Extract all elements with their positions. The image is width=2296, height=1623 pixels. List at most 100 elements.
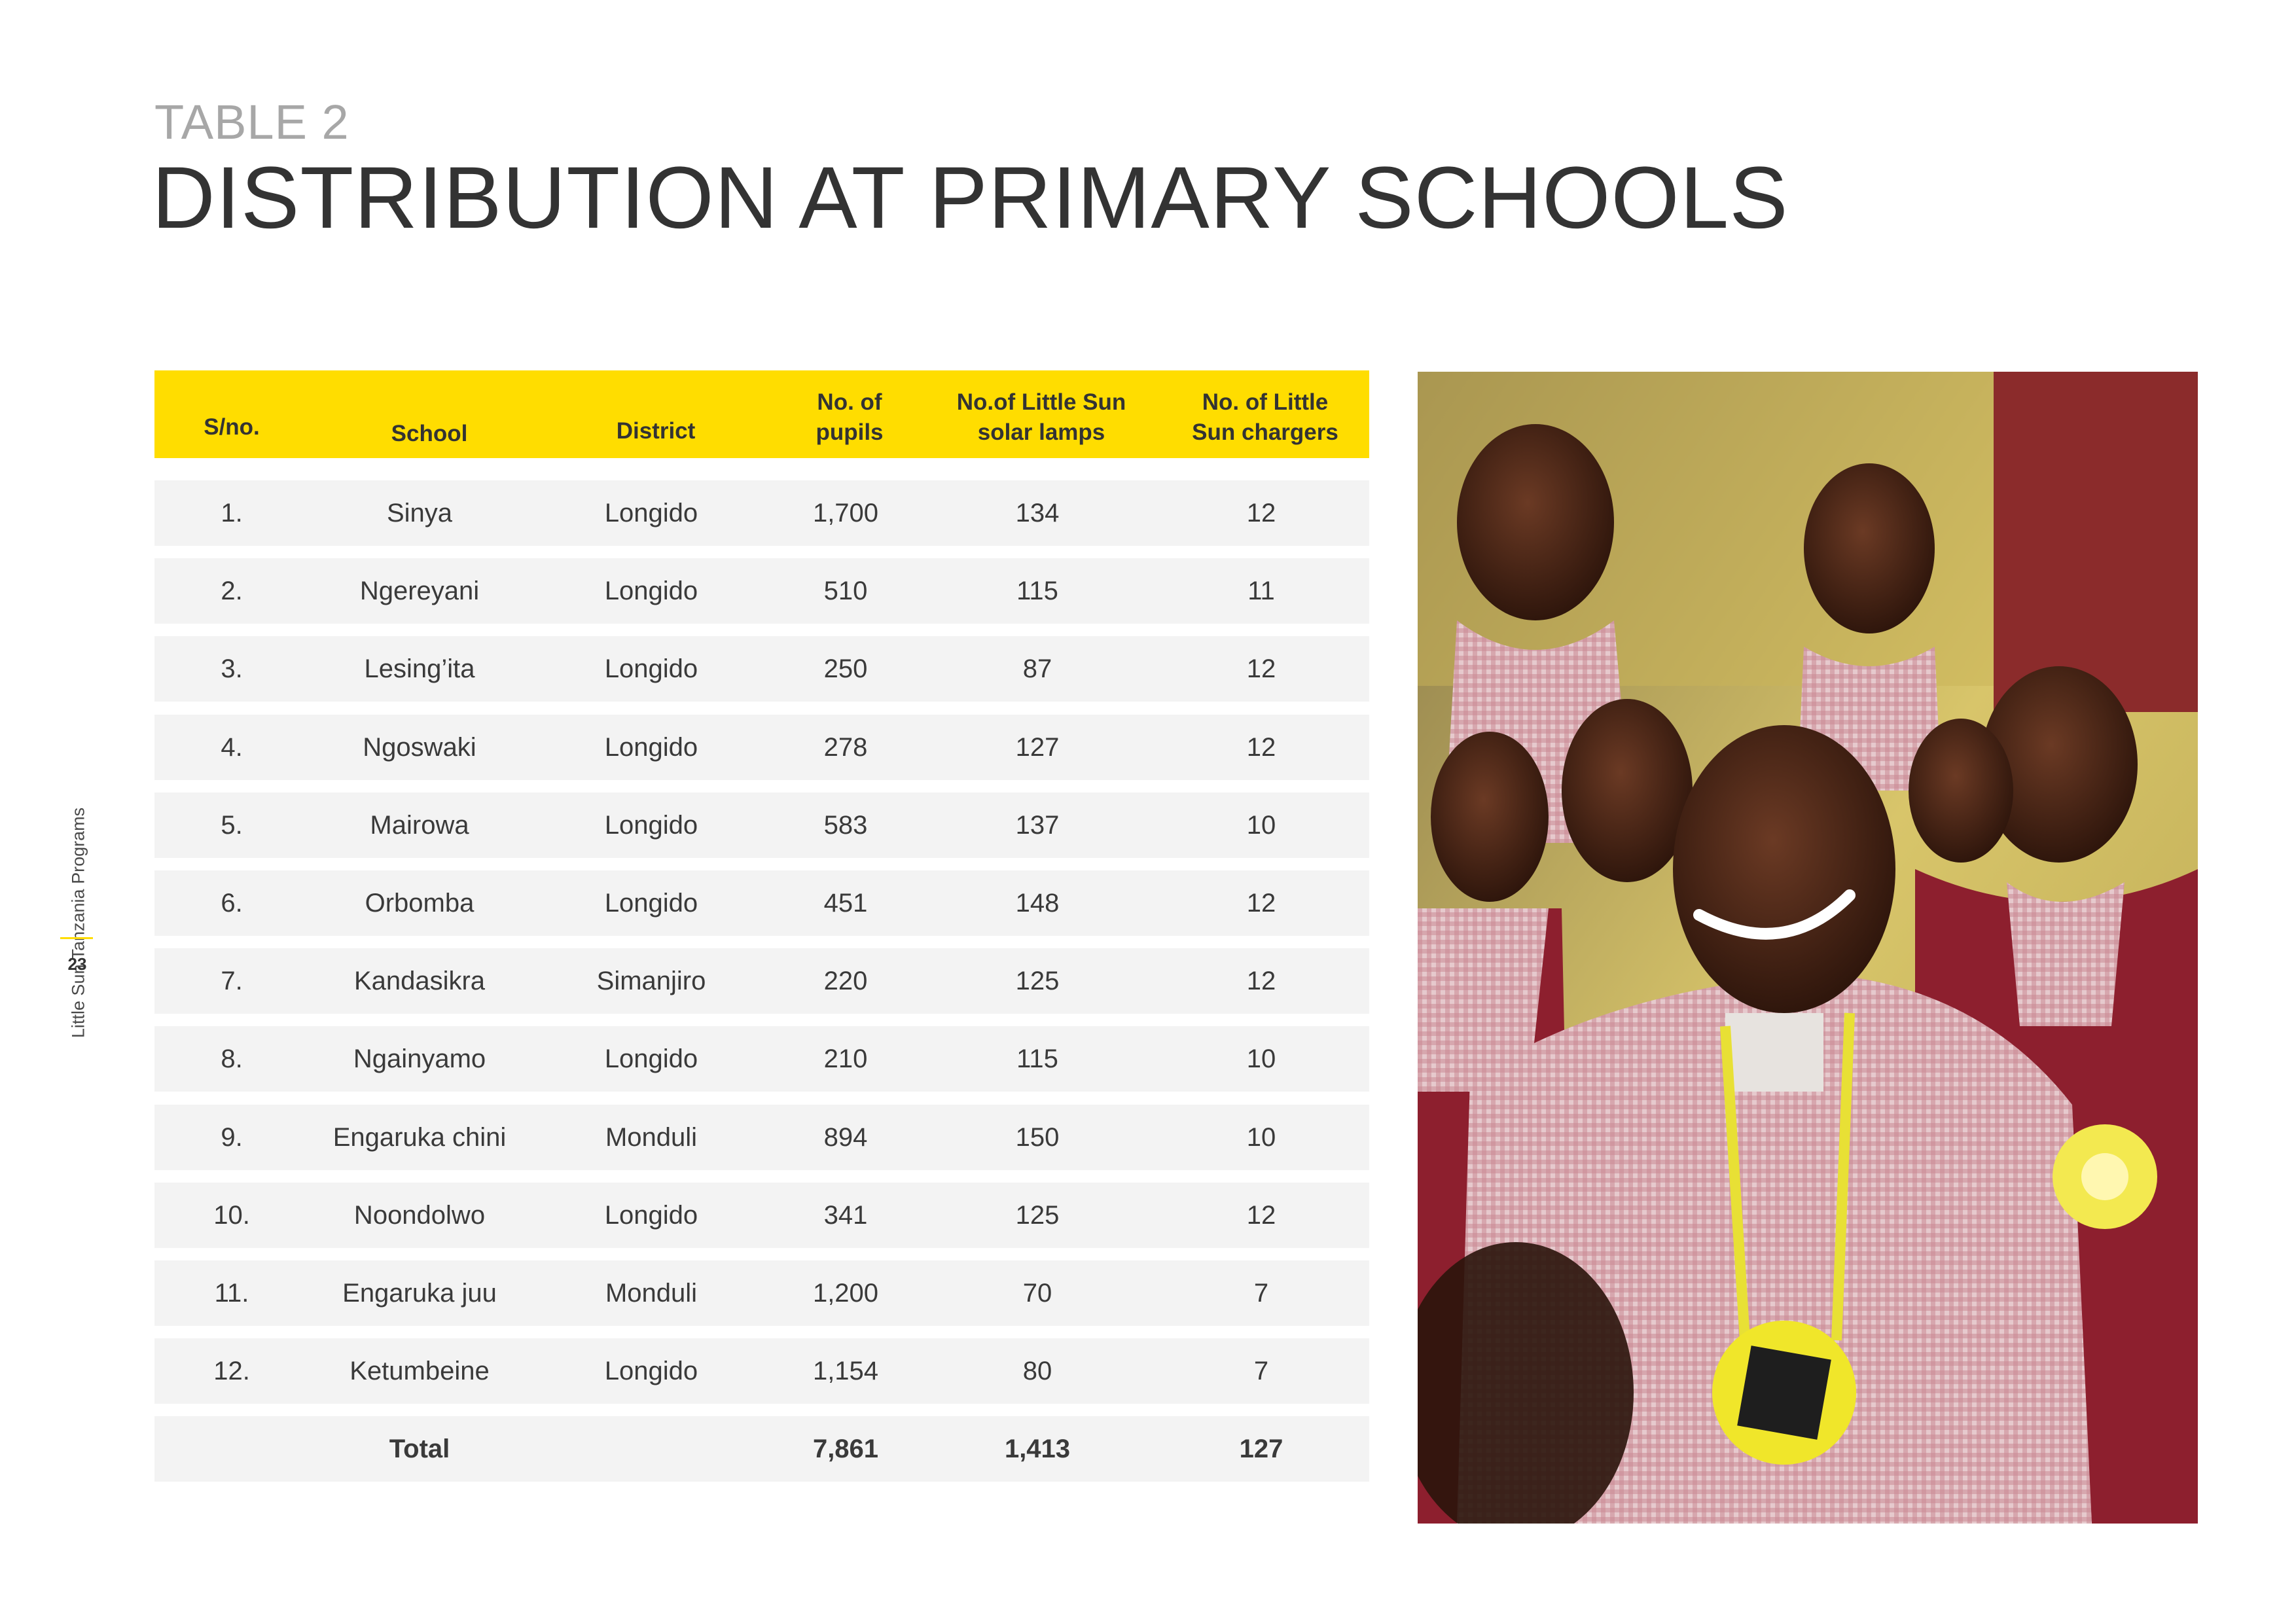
total-chargers: 127: [1239, 1435, 1283, 1464]
cell-pupils: 250: [823, 654, 868, 684]
cell-pupils: 1,200: [812, 1279, 879, 1308]
column-header-sno: S/no.: [204, 414, 260, 440]
cell-sno: 1.: [221, 499, 243, 527]
column-header-school: School: [391, 421, 468, 446]
table-row: 5. Mairowa Longido 583 137 10: [154, 792, 1369, 858]
cell-district: Simanjiro: [596, 967, 706, 996]
schoolchildren-photo: [1418, 372, 2198, 1524]
cell-school: Ngereyani: [359, 577, 480, 606]
page-title: DISTRIBUTION AT PRIMARY SCHOOLS: [152, 149, 1789, 247]
cell-chargers: 10: [1246, 810, 1276, 840]
total-pupils: 7,861: [812, 1435, 879, 1464]
cell-school: Engaruka chini: [332, 1122, 507, 1152]
table-row: 11. Engaruka juu Monduli 1,200 70 7: [154, 1260, 1369, 1326]
table-row: 10. Noondolwo Longido 341 125 12: [154, 1182, 1369, 1248]
cell-district: Longido: [604, 732, 698, 762]
cell-lamps: 87: [1022, 654, 1052, 684]
table-row: 3. Lesing’ita Longido 250 87 12: [154, 636, 1369, 702]
cell-district: Longido: [604, 1200, 698, 1230]
cell-district: Longido: [604, 810, 698, 840]
cell-pupils: 1,154: [812, 1357, 879, 1386]
cell-sno: 12.: [213, 1357, 250, 1386]
table-row: 7. Kandasikra Simanjiro 220 125 12: [154, 948, 1369, 1014]
table-row: 9. Engaruka chini Monduli 894 150 10: [154, 1104, 1369, 1170]
cell-sno: 7.: [221, 967, 243, 996]
cell-district: Longido: [604, 889, 698, 918]
cell-district: Longido: [604, 654, 698, 684]
cell-pupils: 341: [823, 1200, 868, 1230]
cell-lamps: 134: [1015, 499, 1060, 527]
cell-lamps: 127: [1015, 732, 1060, 762]
cell-lamps: 125: [1015, 967, 1060, 996]
cell-chargers: 12: [1246, 654, 1276, 684]
cell-chargers: 12: [1246, 732, 1276, 762]
cell-lamps: 115: [1016, 1044, 1058, 1074]
cell-sno: 5.: [221, 810, 243, 840]
cell-chargers: 11: [1247, 577, 1275, 606]
cell-chargers: 12: [1246, 499, 1276, 527]
cell-district: Longido: [604, 1044, 698, 1074]
cell-chargers: 12: [1246, 967, 1276, 996]
page-number: 23: [67, 954, 87, 974]
cell-district: Longido: [604, 499, 698, 527]
cell-school: Lesing’ita: [364, 654, 475, 684]
side-label: Little Sun Tanzania Programs: [68, 807, 88, 1039]
column-header-pupils: No. of pupils: [816, 389, 884, 445]
cell-district: Monduli: [605, 1122, 698, 1152]
cell-lamps: 115: [1016, 577, 1058, 606]
cell-pupils: 894: [823, 1122, 868, 1152]
cell-lamps: 150: [1015, 1122, 1060, 1152]
cell-lamps: 80: [1022, 1357, 1052, 1386]
cell-school: Mairowa: [370, 810, 469, 840]
cell-pupils: 278: [823, 732, 868, 762]
cell-sno: 9.: [221, 1122, 243, 1152]
cell-sno: 3.: [221, 654, 243, 684]
table-row: 2. Ngereyani Longido 510 115 11: [154, 558, 1369, 624]
cell-district: Longido: [604, 1357, 698, 1386]
table-row: 1. Sinya Longido 1,700 134 12: [154, 480, 1369, 546]
table-total-row: Total 7,861 1,413 127: [154, 1416, 1369, 1482]
cell-pupils: 510: [823, 577, 868, 606]
cell-sno: 11.: [214, 1279, 249, 1308]
cell-school: Ngainyamo: [353, 1044, 486, 1074]
cell-sno: 2.: [221, 577, 243, 606]
cell-sno: 8.: [221, 1044, 243, 1074]
total-lamps: 1,413: [1004, 1435, 1071, 1464]
column-header-lamps: No.of Little Sun solar lamps: [956, 389, 1126, 445]
cell-district: Monduli: [605, 1279, 698, 1308]
cell-sno: 10.: [213, 1200, 250, 1230]
cell-school: Engaruka juu: [342, 1279, 497, 1308]
total-label: Total: [389, 1435, 450, 1464]
side-divider: [60, 937, 93, 939]
table-row: 12. Ketumbeine Longido 1,154 80 7: [154, 1338, 1369, 1404]
cell-chargers: 12: [1246, 889, 1276, 918]
column-header-district: District: [616, 418, 696, 444]
cell-school: Sinya: [386, 499, 453, 527]
cell-pupils: 451: [823, 889, 868, 918]
cell-pupils: 583: [823, 810, 868, 840]
cell-pupils: 210: [823, 1044, 868, 1074]
cell-lamps: 137: [1015, 810, 1060, 840]
cell-chargers: 10: [1246, 1044, 1276, 1074]
cell-sno: 6.: [221, 889, 243, 918]
cell-chargers: 12: [1246, 1200, 1276, 1230]
table-row: 6. Orbomba Longido 451 148 12: [154, 870, 1369, 936]
distribution-table: S/no. School District No. of pupils No.of…: [154, 370, 1369, 1482]
table-header: S/no. School District No. of pupils No.of…: [154, 370, 1369, 458]
cell-pupils: 220: [823, 967, 868, 996]
cell-lamps: 125: [1015, 1200, 1060, 1230]
column-header-chargers: No. of Little Sun chargers: [1192, 389, 1338, 445]
cell-chargers: 7: [1253, 1357, 1269, 1386]
cell-pupils: 1,700: [812, 499, 879, 527]
cell-school: Noondolwo: [353, 1200, 486, 1230]
cell-sno: 4.: [221, 732, 243, 762]
cell-school: Ngoswaki: [363, 732, 476, 762]
table-row: 8. Ngainyamo Longido 210 115 10: [154, 1026, 1369, 1092]
cell-chargers: 10: [1246, 1122, 1276, 1152]
table-row: 4. Ngoswaki Longido 278 127 12: [154, 714, 1369, 780]
cell-school: Orbomba: [365, 889, 475, 918]
cell-district: Longido: [604, 577, 698, 606]
table-eyebrow: TABLE 2: [154, 95, 350, 149]
cell-school: Ketumbeine: [350, 1357, 490, 1386]
cell-chargers: 7: [1253, 1279, 1269, 1308]
